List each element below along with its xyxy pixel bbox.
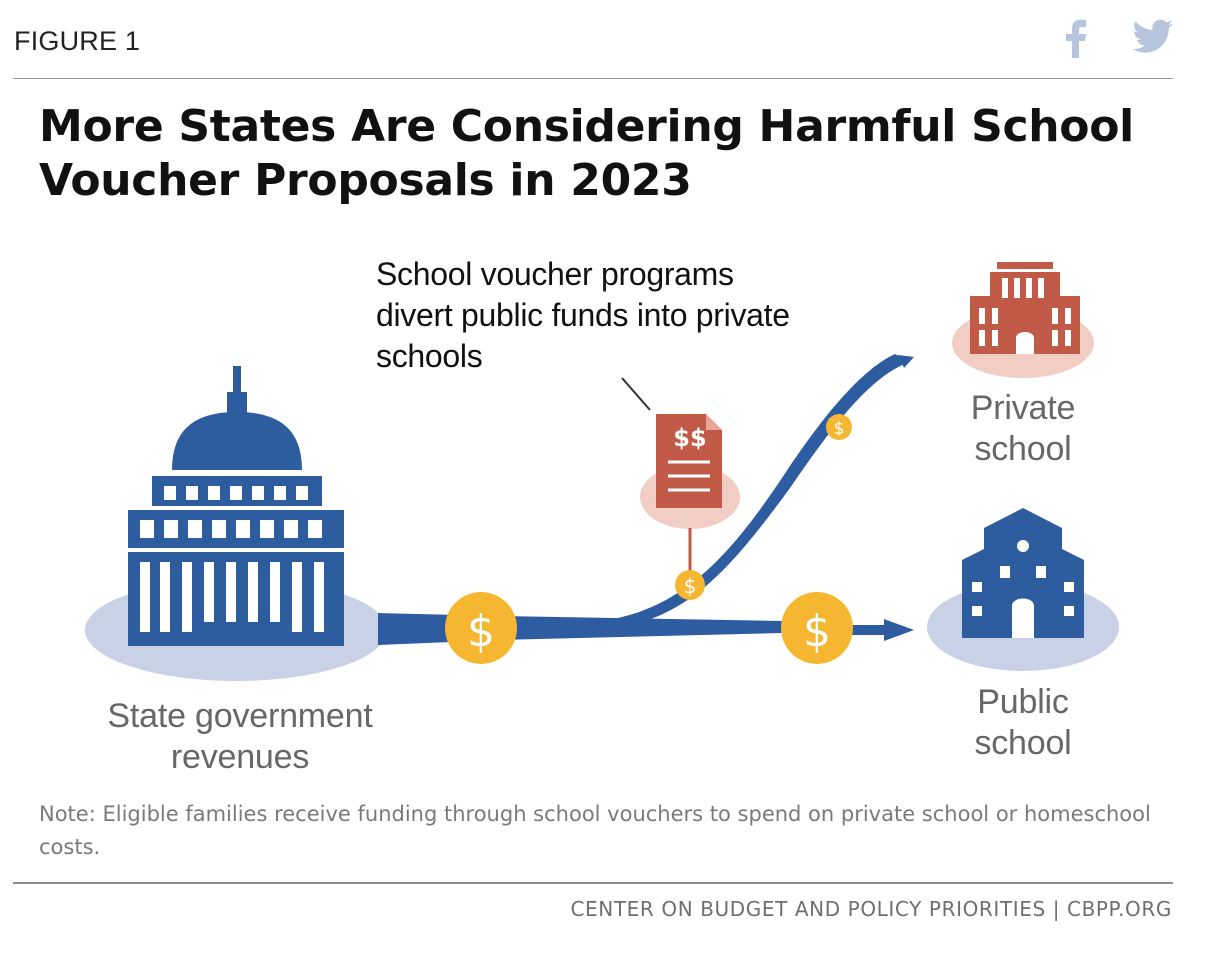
main-flow-band <box>378 613 782 645</box>
state-revenues-label: State government revenues <box>107 697 373 776</box>
capitol-windows <box>140 486 324 632</box>
public-arrowhead <box>884 619 914 641</box>
header-divider <box>13 78 1173 79</box>
svg-text:$: $ <box>467 606 495 657</box>
footer-divider <box>13 882 1173 884</box>
twitter-icon[interactable] <box>1132 18 1174 59</box>
figure-label: FIGURE 1 <box>14 26 141 56</box>
facebook-icon[interactable] <box>1060 18 1090 63</box>
source-credit: CENTER ON BUDGET AND POLICY PRIORITIES |… <box>570 897 1172 921</box>
diagram-callout: School voucher programs divert public fu… <box>376 256 790 374</box>
private-arrowhead <box>898 355 914 368</box>
svg-text:$: $ <box>684 574 697 598</box>
private-school-windows <box>979 278 1071 354</box>
public-school-label: Public school <box>974 683 1072 762</box>
coin-small-2: $ <box>826 414 852 440</box>
callout-leader-line <box>621 377 651 411</box>
voucher-document-text: $$ <box>673 424 706 452</box>
public-arrow-shaft <box>850 625 886 635</box>
voucher-document-lines <box>668 460 710 492</box>
figure-title: More States Are Considering Harmful Scho… <box>39 101 1134 206</box>
coin-small-1: $ <box>675 570 705 600</box>
figure-note: Note: Eligible families receive funding … <box>39 802 1151 859</box>
public-school-windows <box>972 540 1074 638</box>
svg-text:$: $ <box>803 606 831 657</box>
private-school-label: Private school <box>970 389 1076 468</box>
coin-large-1: $ <box>445 592 517 664</box>
svg-text:$: $ <box>834 419 845 439</box>
coin-large-2: $ <box>781 592 853 664</box>
